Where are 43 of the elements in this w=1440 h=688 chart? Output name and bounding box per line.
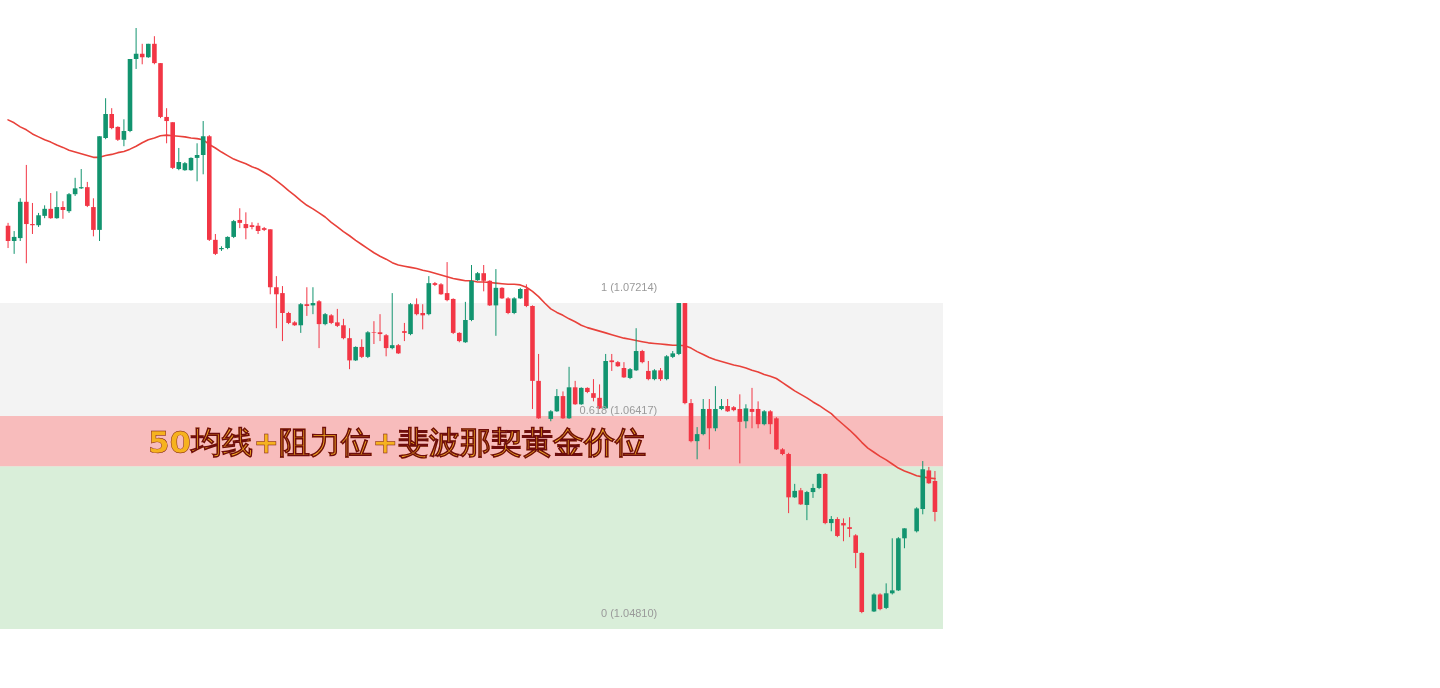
candlestick: [176, 147, 182, 171]
candlestick: [902, 527, 907, 549]
annotation: 50均线+阻力位+斐波那契黄金价位: [148, 423, 647, 460]
candlestick: [853, 533, 858, 569]
candlestick: [231, 219, 236, 239]
candlestick: [847, 516, 852, 538]
candlestick: [707, 398, 712, 450]
candlestick: [304, 286, 310, 317]
candlestick: [237, 207, 243, 229]
candlestick: [524, 283, 529, 308]
candlestick: [646, 360, 651, 381]
candlestick: [60, 200, 66, 220]
candlestick: [889, 537, 895, 595]
candlestick: [359, 338, 365, 359]
candlestick: [402, 322, 407, 342]
candlestick: [121, 118, 127, 147]
candlestick: [194, 142, 200, 182]
candlestick: [481, 264, 486, 292]
annotation: 0 (1.04810): [601, 607, 658, 619]
candlestick: [109, 107, 115, 130]
candlestick: [78, 168, 84, 190]
candlestick: [713, 385, 718, 432]
candlestick: [463, 301, 468, 344]
candlestick: [139, 43, 145, 65]
candlestick: [377, 313, 383, 342]
candlestick: [30, 202, 35, 235]
candlestick: [152, 35, 157, 65]
candlestick: [298, 302, 304, 334]
candlestick: [213, 233, 218, 256]
candlestick: [48, 192, 54, 220]
candlestick: [389, 292, 395, 350]
candlestick: [371, 320, 377, 345]
candlestick: [749, 387, 755, 429]
candlestick: [432, 281, 438, 287]
candlestick: [591, 378, 596, 402]
candlestick: [24, 164, 29, 264]
annotation: 0.618 (1.06417): [579, 403, 658, 416]
annotation: 1 (1.07214): [601, 281, 658, 294]
candlestick: [883, 582, 889, 610]
candlestick: [249, 221, 255, 230]
candlestick: [85, 181, 90, 208]
candlestick: [91, 197, 96, 237]
candlestick: [347, 327, 352, 370]
